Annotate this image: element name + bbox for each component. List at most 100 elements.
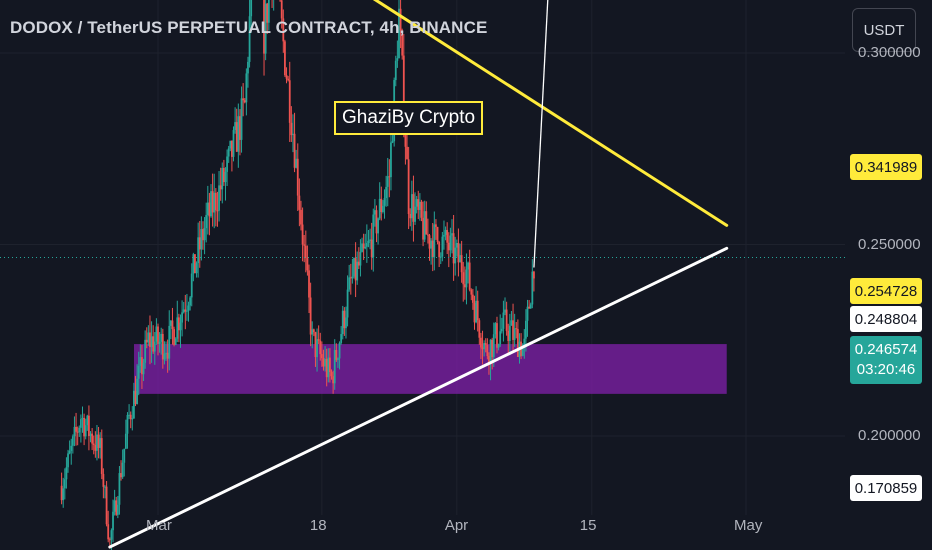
candle [271, 0, 273, 8]
candle [292, 114, 294, 153]
candle [273, 0, 275, 11]
candle [105, 481, 108, 527]
candle [86, 414, 89, 431]
candle [91, 428, 94, 451]
candle [406, 130, 408, 160]
candle [412, 175, 415, 242]
candle [391, 135, 394, 144]
candle [414, 192, 416, 225]
candle [296, 143, 299, 211]
candle [89, 431, 92, 443]
candle [438, 240, 441, 268]
projection-arrow[interactable] [533, 0, 568, 268]
candle [139, 344, 142, 373]
candle [70, 438, 73, 465]
candle [67, 449, 69, 473]
candle [83, 413, 85, 446]
candle [120, 460, 122, 481]
candle [521, 343, 524, 357]
candle [451, 219, 453, 254]
candle [222, 159, 225, 186]
price-tag-last-close: 0.248804 [850, 306, 922, 332]
candle [362, 233, 365, 260]
candle [303, 235, 306, 263]
candle [226, 149, 228, 187]
candle [219, 167, 222, 201]
candle [320, 341, 323, 367]
candle [329, 348, 331, 383]
candle [200, 216, 203, 261]
candle [153, 332, 156, 365]
candle [267, 0, 270, 31]
demand-zone[interactable] [134, 344, 727, 394]
resistance-trendline[interactable] [225, 0, 729, 227]
candle [171, 307, 174, 345]
candle [182, 302, 185, 314]
currency-button[interactable]: USDT [852, 8, 916, 52]
candle [284, 39, 286, 77]
candle [100, 429, 103, 480]
candle [123, 448, 126, 477]
candle [99, 432, 102, 459]
candle [144, 330, 147, 369]
candle [415, 195, 418, 214]
candle [422, 201, 424, 247]
candle [112, 499, 114, 543]
candle [177, 313, 180, 343]
candle [531, 259, 534, 309]
candle [383, 189, 386, 219]
candle [499, 314, 502, 347]
candle [131, 406, 134, 431]
candle [300, 200, 302, 231]
price-axis-label: 0.200000 [858, 427, 921, 444]
candle [508, 313, 511, 356]
candle [102, 468, 105, 499]
candle [533, 270, 535, 292]
time-axis-label: May [734, 517, 763, 534]
candle [319, 332, 322, 361]
candle [290, 106, 293, 142]
candle [357, 247, 360, 270]
time-axis-label: 18 [309, 517, 327, 534]
candle [295, 149, 298, 169]
candle [388, 159, 391, 198]
candle [174, 337, 177, 346]
candle [157, 323, 159, 356]
candle [441, 231, 444, 262]
candle [367, 230, 370, 248]
candle [481, 330, 484, 365]
annotation-label[interactable]: GhaziBy Crypto [334, 101, 484, 135]
price-tag-mid: 0.254728 [850, 278, 922, 304]
candle [147, 325, 150, 346]
candle [468, 249, 471, 292]
candle [264, 0, 267, 61]
candle [428, 233, 431, 261]
candle [399, 0, 402, 49]
time-axis-label: Apr [444, 517, 469, 534]
candle [480, 332, 482, 360]
candle [354, 242, 357, 298]
candle [504, 297, 506, 316]
candle [176, 300, 179, 343]
candle [203, 217, 206, 255]
candle [330, 369, 333, 380]
candle [515, 321, 518, 339]
candle [155, 318, 158, 345]
candle [145, 327, 148, 349]
candle [129, 411, 132, 429]
candle [470, 288, 473, 301]
candle [266, 2, 269, 34]
support-trendline[interactable] [108, 246, 729, 549]
candle [285, 67, 288, 84]
candle [309, 282, 312, 347]
candle [165, 341, 167, 362]
candle [210, 184, 212, 218]
candle [460, 240, 463, 283]
candle [353, 257, 355, 279]
candle [202, 221, 204, 250]
candle [433, 211, 436, 271]
candle [478, 318, 481, 345]
candle [282, 9, 285, 53]
candle [494, 322, 497, 339]
